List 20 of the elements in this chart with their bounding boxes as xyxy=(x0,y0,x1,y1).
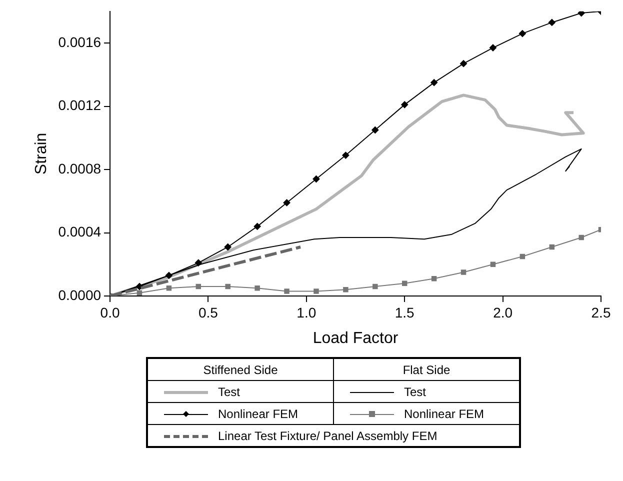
x-tick-label: 2.0 xyxy=(493,304,513,320)
x-tick-label: 2.5 xyxy=(591,304,611,320)
legend-label: Test xyxy=(334,380,520,402)
text: Stiffened Side xyxy=(147,358,334,380)
x-axis-title: Load Factor xyxy=(312,330,399,347)
legend-label: Nonlinear FEM xyxy=(147,402,334,424)
legend-label: Linear Test Fixture/ Panel Assembly FEM xyxy=(147,424,520,447)
y-axis-title: Strain xyxy=(33,132,50,175)
legend-label: Nonlinear FEM xyxy=(334,402,520,424)
y-tick-label: 0.0008 xyxy=(58,160,102,176)
x-tick-label: 0.0 xyxy=(100,304,120,320)
y-tick-label: 0.0000 xyxy=(58,286,102,303)
x-tick-label: 1.5 xyxy=(394,304,415,320)
text: Flat Side xyxy=(334,358,520,380)
y-tick-label: 0.0004 xyxy=(58,224,102,240)
x-tick-label: 1.0 xyxy=(296,304,316,320)
y-tick-label: 0.0016 xyxy=(58,34,102,50)
x-tick-label: 0.5 xyxy=(198,304,218,320)
legend-label: Test xyxy=(147,380,334,402)
y-tick-label: 0.0012 xyxy=(58,97,102,114)
